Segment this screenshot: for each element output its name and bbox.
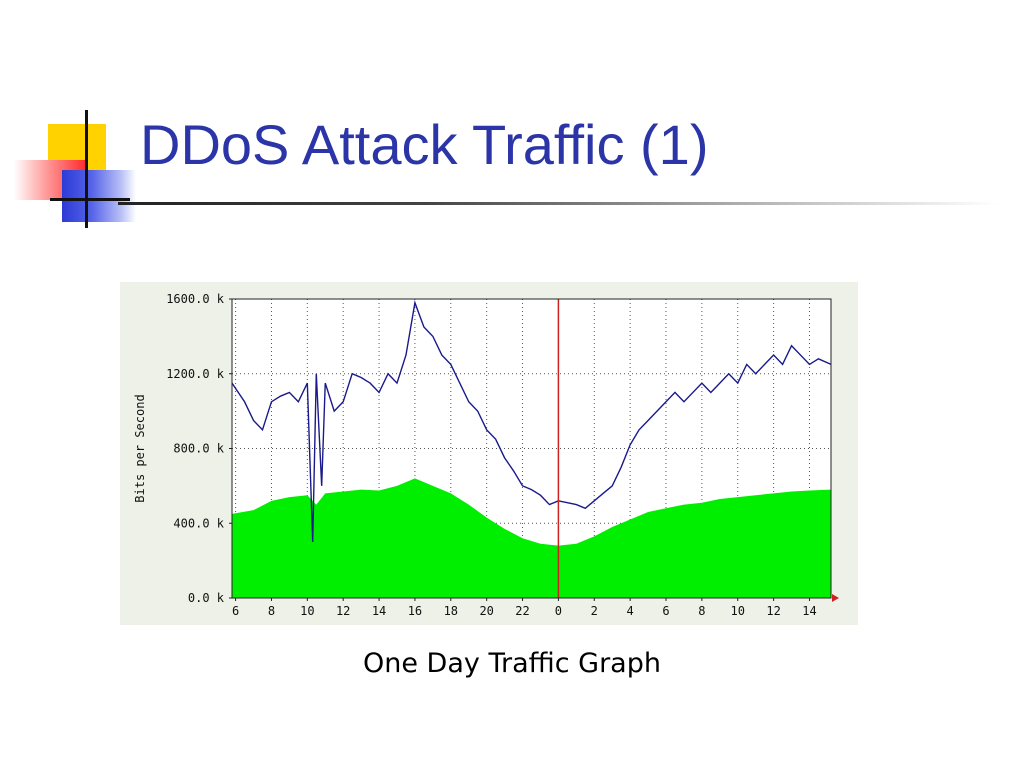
- x-tick-label: 14: [372, 604, 386, 618]
- inbound-traffic-area: [232, 478, 831, 598]
- x-tick-label: 18: [444, 604, 458, 618]
- x-tick-label: 10: [731, 604, 745, 618]
- x-tick-label: 10: [300, 604, 314, 618]
- ornament-horizontal-line: [50, 198, 130, 201]
- x-tick-label: 16: [408, 604, 422, 618]
- x-tick-label: 22: [515, 604, 529, 618]
- outbound-traffic-line: [231, 300, 832, 542]
- x-tick-label: 8: [698, 604, 705, 618]
- y-tick-label: 1600.0 k: [166, 292, 225, 306]
- y-tick-label: 800.0 k: [173, 442, 224, 456]
- x-tick-label: 2: [591, 604, 598, 618]
- axis-ticks: 0.0 k 400.0 k 800.0 k 1200.0 k 1600.0 k 6 8 10 1…: [166, 292, 817, 618]
- x-tick-label: 6: [232, 604, 239, 618]
- traffic-chart-panel: 0.0 k 400.0 k 800.0 k 1200.0 k 1600.0 k 6 8 10 1…: [120, 282, 858, 625]
- y-tick-label: 400.0 k: [173, 516, 224, 530]
- traffic-chart: 0.0 k 400.0 k 800.0 k 1200.0 k 1600.0 k 6 8 10 1…: [133, 292, 839, 618]
- ornament-blue-bar: [62, 170, 136, 222]
- slide-title: DDoS Attack Traffic (1): [140, 113, 709, 176]
- y-axis-label: Bits per Second: [133, 394, 147, 502]
- x-tick-label: 12: [766, 604, 780, 618]
- x-tick-label: 8: [268, 604, 275, 618]
- x-tick-label: 6: [662, 604, 669, 618]
- x-tick-label: 12: [336, 604, 350, 618]
- y-tick-label: 1200.0 k: [166, 367, 225, 381]
- x-tick-label: 14: [802, 604, 816, 618]
- ornament-vertical-line: [85, 110, 88, 228]
- x-tick-label: 4: [627, 604, 634, 618]
- title-ornament-icon: [0, 0, 140, 240]
- x-axis-arrow-icon: [832, 594, 839, 602]
- x-tick-label: 0: [555, 604, 562, 618]
- title-underline: [118, 202, 998, 205]
- y-tick-label: 0.0 k: [188, 591, 225, 605]
- chart-caption: One Day Traffic Graph: [363, 648, 661, 679]
- x-tick-label: 20: [479, 604, 493, 618]
